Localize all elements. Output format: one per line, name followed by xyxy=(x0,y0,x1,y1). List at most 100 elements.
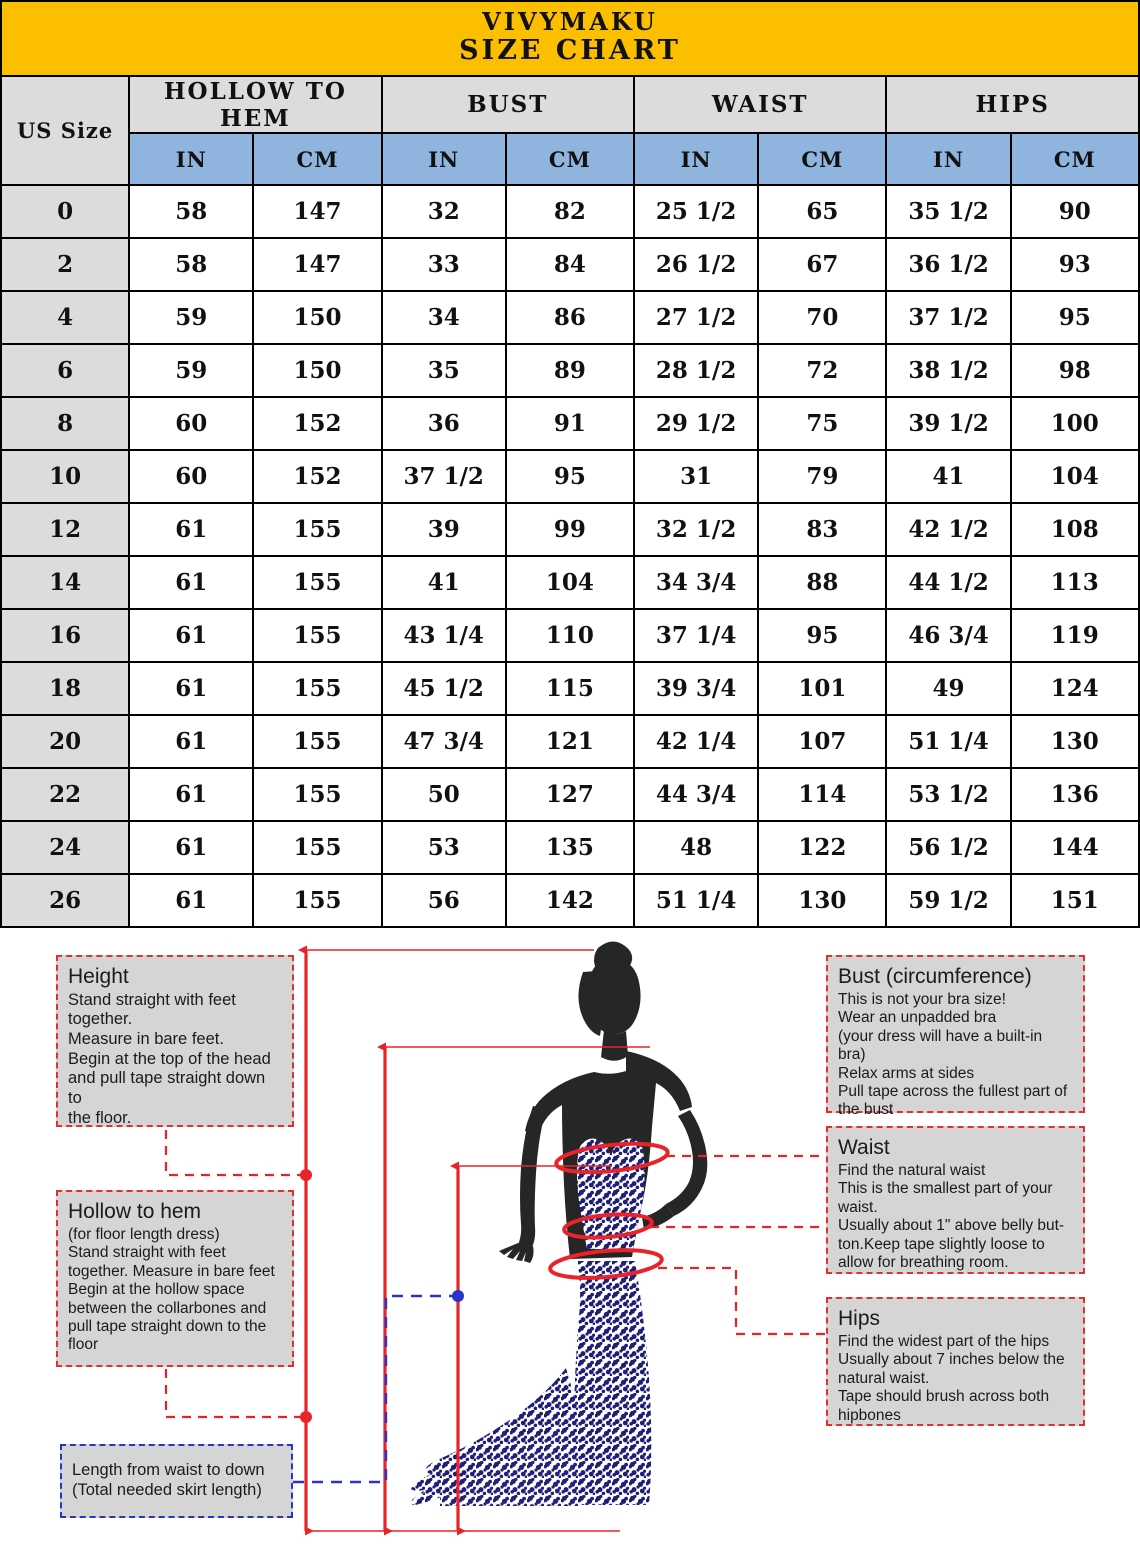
measure-cell: 135 xyxy=(504,820,636,875)
table-row: 4 59 150 34 86 27 1/2 70 37 1/2 95 xyxy=(0,290,1140,345)
measure-cell: 65 xyxy=(757,184,888,239)
measure-cell: 42 1/2 xyxy=(885,502,1012,557)
measure-cell: 61 xyxy=(128,555,255,610)
measure-cell: 72 xyxy=(757,343,888,398)
note-hollow-to-hem-body: (for floor length dress) Stand straight … xyxy=(68,1225,275,1354)
note-waist-title: Waist xyxy=(838,1136,890,1159)
measure-cell: 98 xyxy=(1009,343,1140,398)
measure-cell: 82 xyxy=(504,184,636,239)
measure-cell: 99 xyxy=(504,502,636,557)
note-hollow-to-hem: Hollow to hem (for floor length dress) S… xyxy=(56,1190,294,1367)
measure-cell: 86 xyxy=(504,290,636,345)
group-header-row: US Size HOLLOW TO HEM BUST WAIST HIPS xyxy=(0,75,1140,186)
header-unit-hips-cm: CM xyxy=(1009,132,1140,186)
size-cell: 18 xyxy=(0,661,131,716)
measure-cell: 95 xyxy=(757,608,888,663)
measure-cell: 61 xyxy=(128,820,255,875)
size-cell: 4 xyxy=(0,290,131,345)
measure-cell: 59 1/2 xyxy=(885,873,1012,928)
measure-cell: 44 1/2 xyxy=(885,555,1012,610)
measure-cell: 37 1/4 xyxy=(633,608,760,663)
measure-cell: 28 1/2 xyxy=(633,343,760,398)
note-bust-body: This is not your bra size! Wear an unpad… xyxy=(838,990,1068,1119)
table-row: 6 59 150 35 89 28 1/2 72 38 1/2 98 xyxy=(0,343,1140,398)
measure-cell: 130 xyxy=(1009,714,1140,769)
size-cell: 2 xyxy=(0,237,131,292)
brand-name: VIVYMAKU xyxy=(482,6,658,36)
measure-cell: 61 xyxy=(128,714,255,769)
measure-cell: 51 1/4 xyxy=(885,714,1012,769)
measure-cell: 121 xyxy=(504,714,636,769)
measure-cell: 104 xyxy=(1009,449,1140,504)
measure-cell: 83 xyxy=(757,502,888,557)
measure-cell: 100 xyxy=(1009,396,1140,451)
measure-ellipses xyxy=(548,1141,670,1280)
measure-cell: 155 xyxy=(252,820,383,875)
measure-cell: 48 xyxy=(633,820,760,875)
size-cell: 10 xyxy=(0,449,131,504)
measure-cell: 41 xyxy=(380,555,507,610)
table-row: 22 61 155 50 127 44 3/4 114 53 1/2 136 xyxy=(0,767,1140,822)
measure-cell: 150 xyxy=(252,343,383,398)
measure-cell: 27 1/2 xyxy=(633,290,760,345)
note-height-title: Height xyxy=(68,965,129,988)
skirt-note-connector-path xyxy=(293,1294,458,1484)
measure-cell: 152 xyxy=(252,449,383,504)
measure-cell: 56 xyxy=(380,873,507,928)
waist-ellipse xyxy=(562,1212,654,1240)
measure-cell: 39 xyxy=(380,502,507,557)
height-note-connector xyxy=(164,1114,306,1177)
table-row: 16 61 155 43 1/4 110 37 1/4 95 46 3/4 119 xyxy=(0,608,1140,663)
measure-cell: 155 xyxy=(252,661,383,716)
measure-cell: 150 xyxy=(252,290,383,345)
measure-cell: 61 xyxy=(128,608,255,663)
header-unit-bust-in: IN xyxy=(380,132,507,186)
note-connector-dots xyxy=(300,1169,312,1423)
header-group-hollow-to-hem: HOLLOW TO HEM xyxy=(128,75,383,134)
hollow-note-connector xyxy=(164,1353,306,1419)
measure-cell: 144 xyxy=(1009,820,1140,875)
size-cell: 14 xyxy=(0,555,131,610)
measure-cell: 31 xyxy=(633,449,760,504)
note-skirt-length: Length from waist to down (Total needed … xyxy=(60,1444,293,1518)
measure-cell: 58 xyxy=(128,237,255,292)
measure-cell: 29 1/2 xyxy=(633,396,760,451)
measure-cell: 155 xyxy=(252,714,383,769)
size-cell: 24 xyxy=(0,820,131,875)
header-unit-hollow-in: IN xyxy=(128,132,255,186)
measure-cell: 84 xyxy=(504,237,636,292)
measure-cell: 122 xyxy=(757,820,888,875)
table-row: 18 61 155 45 1/2 115 39 3/4 101 49 124 xyxy=(0,661,1140,716)
measure-cell: 89 xyxy=(504,343,636,398)
size-cell: 0 xyxy=(0,184,131,239)
size-cell: 20 xyxy=(0,714,131,769)
table-row: 12 61 155 39 99 32 1/2 83 42 1/2 108 xyxy=(0,502,1140,557)
measure-cell: 32 1/2 xyxy=(633,502,760,557)
measure-cell: 101 xyxy=(757,661,888,716)
measure-cell: 47 3/4 xyxy=(380,714,507,769)
measure-cell: 142 xyxy=(504,873,636,928)
table-row: 14 61 155 41 104 34 3/4 88 44 1/2 113 xyxy=(0,555,1140,610)
header-unit-bust-cm: CM xyxy=(504,132,636,186)
measure-cell: 114 xyxy=(757,767,888,822)
table-row: 8 60 152 36 91 29 1/2 75 39 1/2 100 xyxy=(0,396,1140,451)
note-hips-body: Find the widest part of the hips Usually… xyxy=(838,1332,1065,1424)
measure-cell: 32 xyxy=(380,184,507,239)
measure-cell: 36 1/2 xyxy=(885,237,1012,292)
measure-cell: 60 xyxy=(128,396,255,451)
measure-cell: 60 xyxy=(128,449,255,504)
measure-cell: 91 xyxy=(504,396,636,451)
measure-cell: 42 1/4 xyxy=(633,714,760,769)
measure-cell: 61 xyxy=(128,502,255,557)
measure-cell: 75 xyxy=(757,396,888,451)
measure-cell: 155 xyxy=(252,873,383,928)
measure-cell: 155 xyxy=(252,767,383,822)
measure-cell: 26 1/2 xyxy=(633,237,760,292)
measure-cell: 151 xyxy=(1009,873,1140,928)
measure-cell: 36 xyxy=(380,396,507,451)
header-group-bust: BUST xyxy=(380,75,636,134)
size-chart-table: VIVYMAKU SIZE CHART US Size HOLLOW TO HE… xyxy=(0,0,1140,928)
measure-cell: 130 xyxy=(757,873,888,928)
